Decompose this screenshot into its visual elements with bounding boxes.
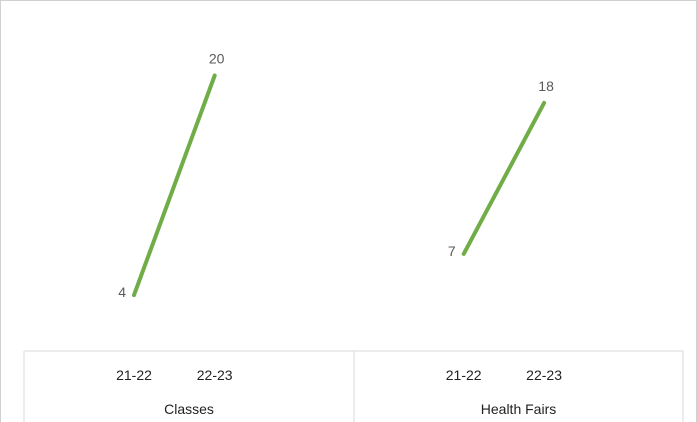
x-tick-label: 22-23 bbox=[197, 367, 233, 383]
x-tick-label: 21-22 bbox=[116, 367, 152, 383]
data-label: 7 bbox=[448, 243, 456, 259]
axis-grid: 21-22 22-23 Classes 21-22 22-23 Health Fairs bbox=[23, 350, 684, 422]
x-group-label: Classes bbox=[164, 401, 214, 417]
data-labels: 4 20 7 18 bbox=[118, 50, 554, 300]
x-group-label: Health Fairs bbox=[481, 401, 556, 417]
x-tick-label: 21-22 bbox=[446, 367, 482, 383]
series-line-health-fairs bbox=[461, 100, 547, 256]
data-label: 4 bbox=[118, 284, 126, 300]
data-label: 20 bbox=[209, 50, 225, 66]
series-line-classes bbox=[132, 73, 217, 298]
series-lines bbox=[132, 73, 547, 298]
x-tick-label: 22-23 bbox=[526, 367, 562, 383]
data-label: 18 bbox=[538, 78, 554, 94]
